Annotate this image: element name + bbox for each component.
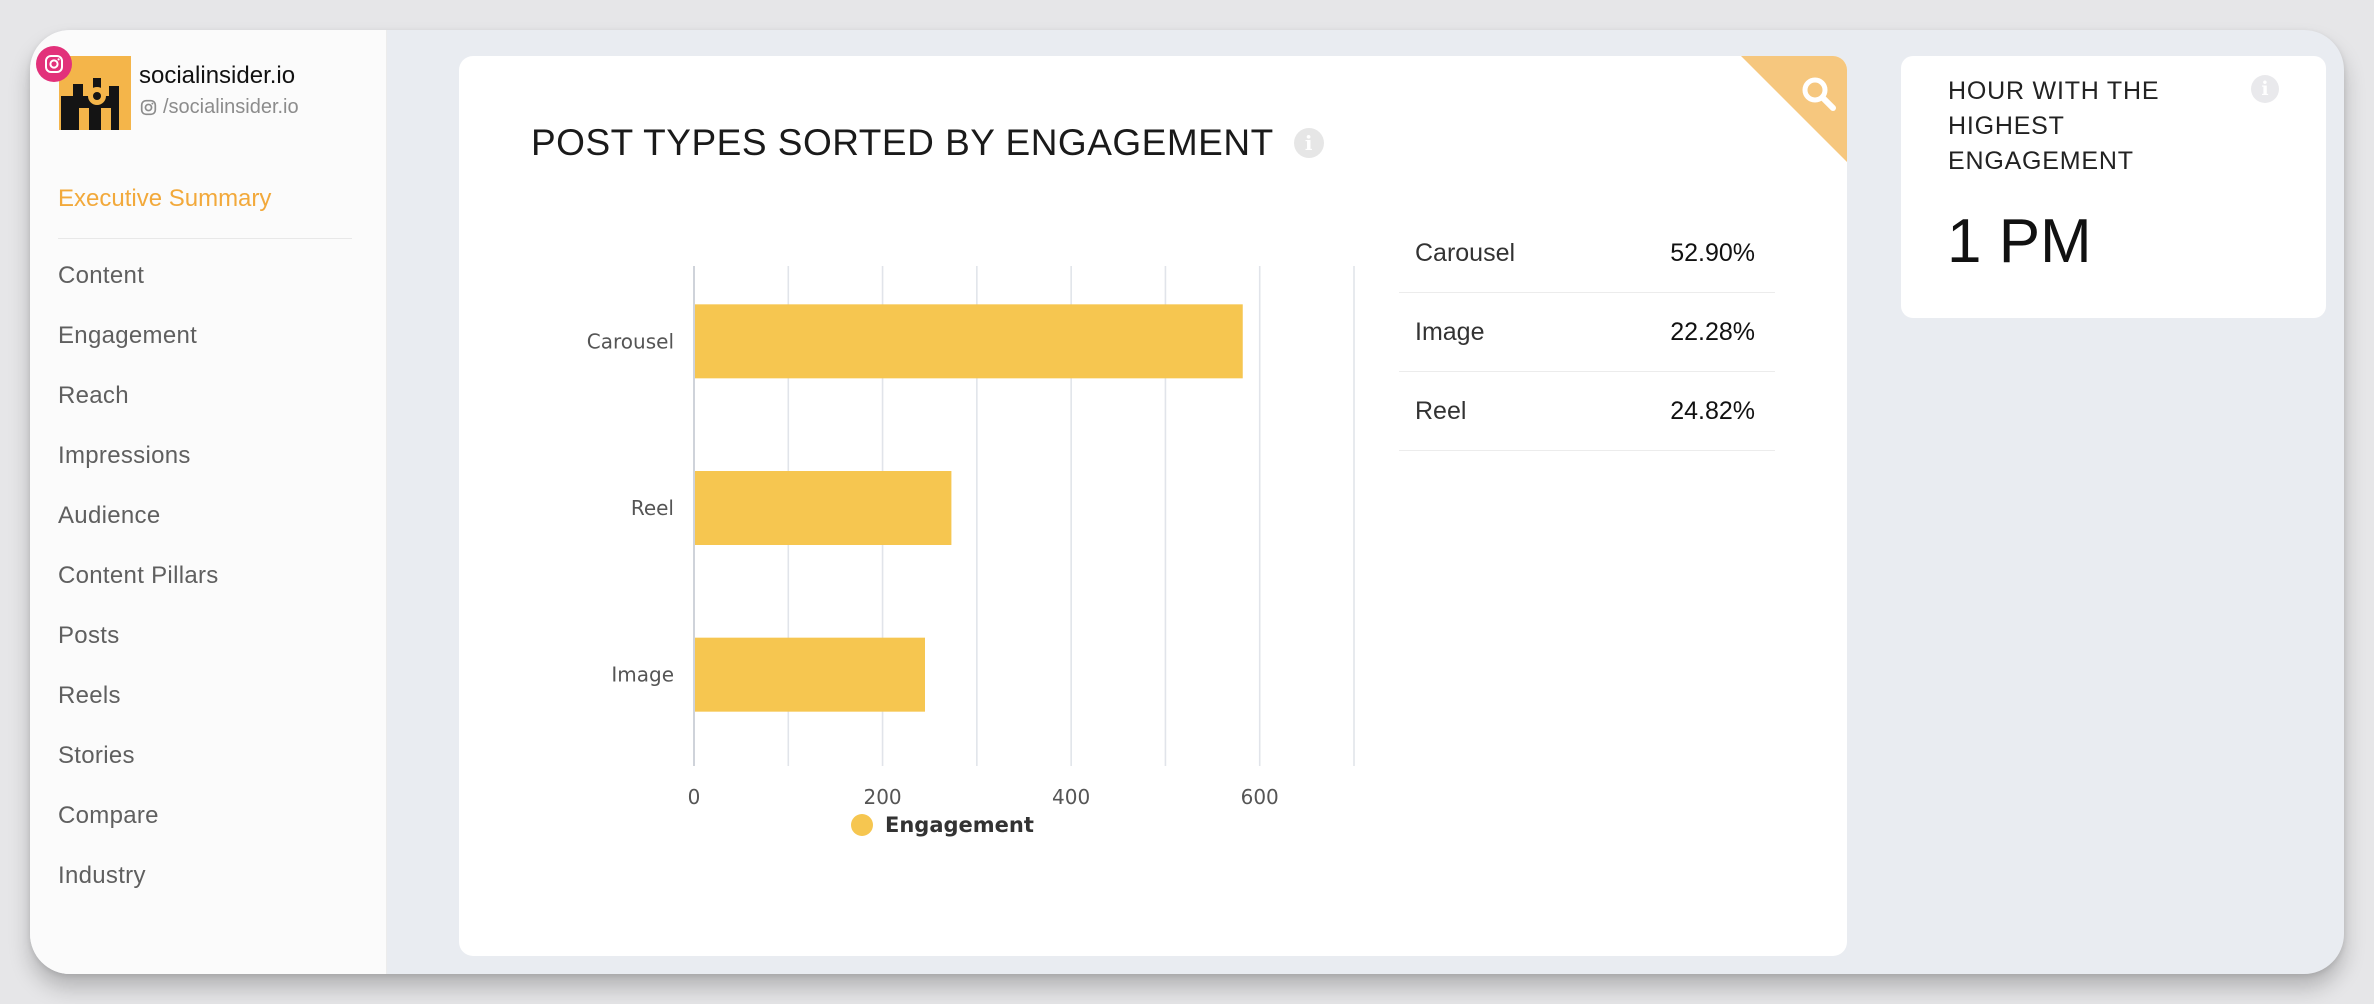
sidebar-item-engagement[interactable]: Engagement [58,322,198,349]
instagram-small-icon [140,99,157,116]
sidebar-item-reach[interactable]: Reach [58,382,129,409]
category-label: Carousel [587,329,674,353]
x-tick-label: 200 [863,785,901,809]
stat-value: 52.90% [1670,238,1755,267]
sidebar-item-audience[interactable]: Audience [58,502,161,529]
sidebar-item-content[interactable]: Content [58,262,145,289]
stat-row: Image 22.28% [1399,293,1775,372]
x-tick-label: 600 [1241,785,1279,809]
sidebar-item-posts[interactable]: Posts [58,622,120,649]
search-icon[interactable] [1799,74,1839,114]
sidebar: socialinsider.io /socialinsider.io Execu… [30,30,387,974]
post-types-card: POST TYPES SORTED BY ENGAGEMENT i 0 200 40… [459,56,1847,956]
sidebar-item-compare[interactable]: Compare [58,802,159,829]
sidebar-divider [58,238,352,239]
profile-handle-row: /socialinsider.io [140,96,299,119]
stat-value: 24.82% [1670,396,1755,425]
x-tick-label: 0 [688,785,701,809]
bar-reel[interactable] [695,471,952,545]
sidebar-item-reels[interactable]: Reels [58,682,121,709]
sidebar-item-executive-summary[interactable]: Executive Summary [58,185,272,212]
x-tick-label: 400 [1052,785,1090,809]
category-label: Reel [631,496,674,520]
app-window: socialinsider.io /socialinsider.io Execu… [30,30,2344,974]
stat-value: 22.28% [1670,317,1755,346]
stat-label: Reel [1415,396,1467,425]
stats-table: Carousel 52.90% Image 22.28% Reel 24.82% [1399,214,1775,451]
chart-legend[interactable]: Engagement [851,813,1034,837]
engagement-bar-chart: 0 200 400 600 Carousel Reel Image [587,266,1355,809]
stat-row: Carousel 52.90% [1399,214,1775,293]
corner-tag[interactable] [1741,56,1847,162]
legend-dot [851,814,873,836]
stat-label: Image [1415,317,1485,346]
highest-engagement-hour-card: HOUR WITH THE HIGHEST ENGAGEMENT i 1 PM [1901,56,2326,318]
sidebar-item-content-pillars[interactable]: Content Pillars [58,562,219,589]
info-icon[interactable]: i [1293,128,1324,158]
bar-image[interactable] [695,637,925,712]
instagram-icon [36,46,72,82]
card-title-row: POST TYPES SORTED BY ENGAGEMENT i [531,122,1324,164]
sidebar-nav: Content Engagement Reach Impressions Aud… [58,260,219,920]
sidebar-item-stories[interactable]: Stories [58,742,135,769]
info-icon[interactable]: i [2251,75,2279,103]
profile-name: socialinsider.io [139,62,296,89]
bar-carousel[interactable] [695,304,1243,379]
stat-label: Carousel [1415,238,1516,267]
stat-row: Reel 24.82% [1399,372,1775,451]
side-card-title: HOUR WITH THE HIGHEST ENGAGEMENT [1948,77,2160,175]
legend-label: Engagement [885,813,1034,837]
card-title: POST TYPES SORTED BY ENGAGEMENT [531,122,1274,163]
sidebar-item-impressions[interactable]: Impressions [58,442,191,469]
category-label: Image [611,663,674,687]
sidebar-item-industry[interactable]: Industry [58,862,146,889]
profile-handle: /socialinsider.io [163,96,299,118]
side-card-value: 1 PM [1947,207,2092,276]
